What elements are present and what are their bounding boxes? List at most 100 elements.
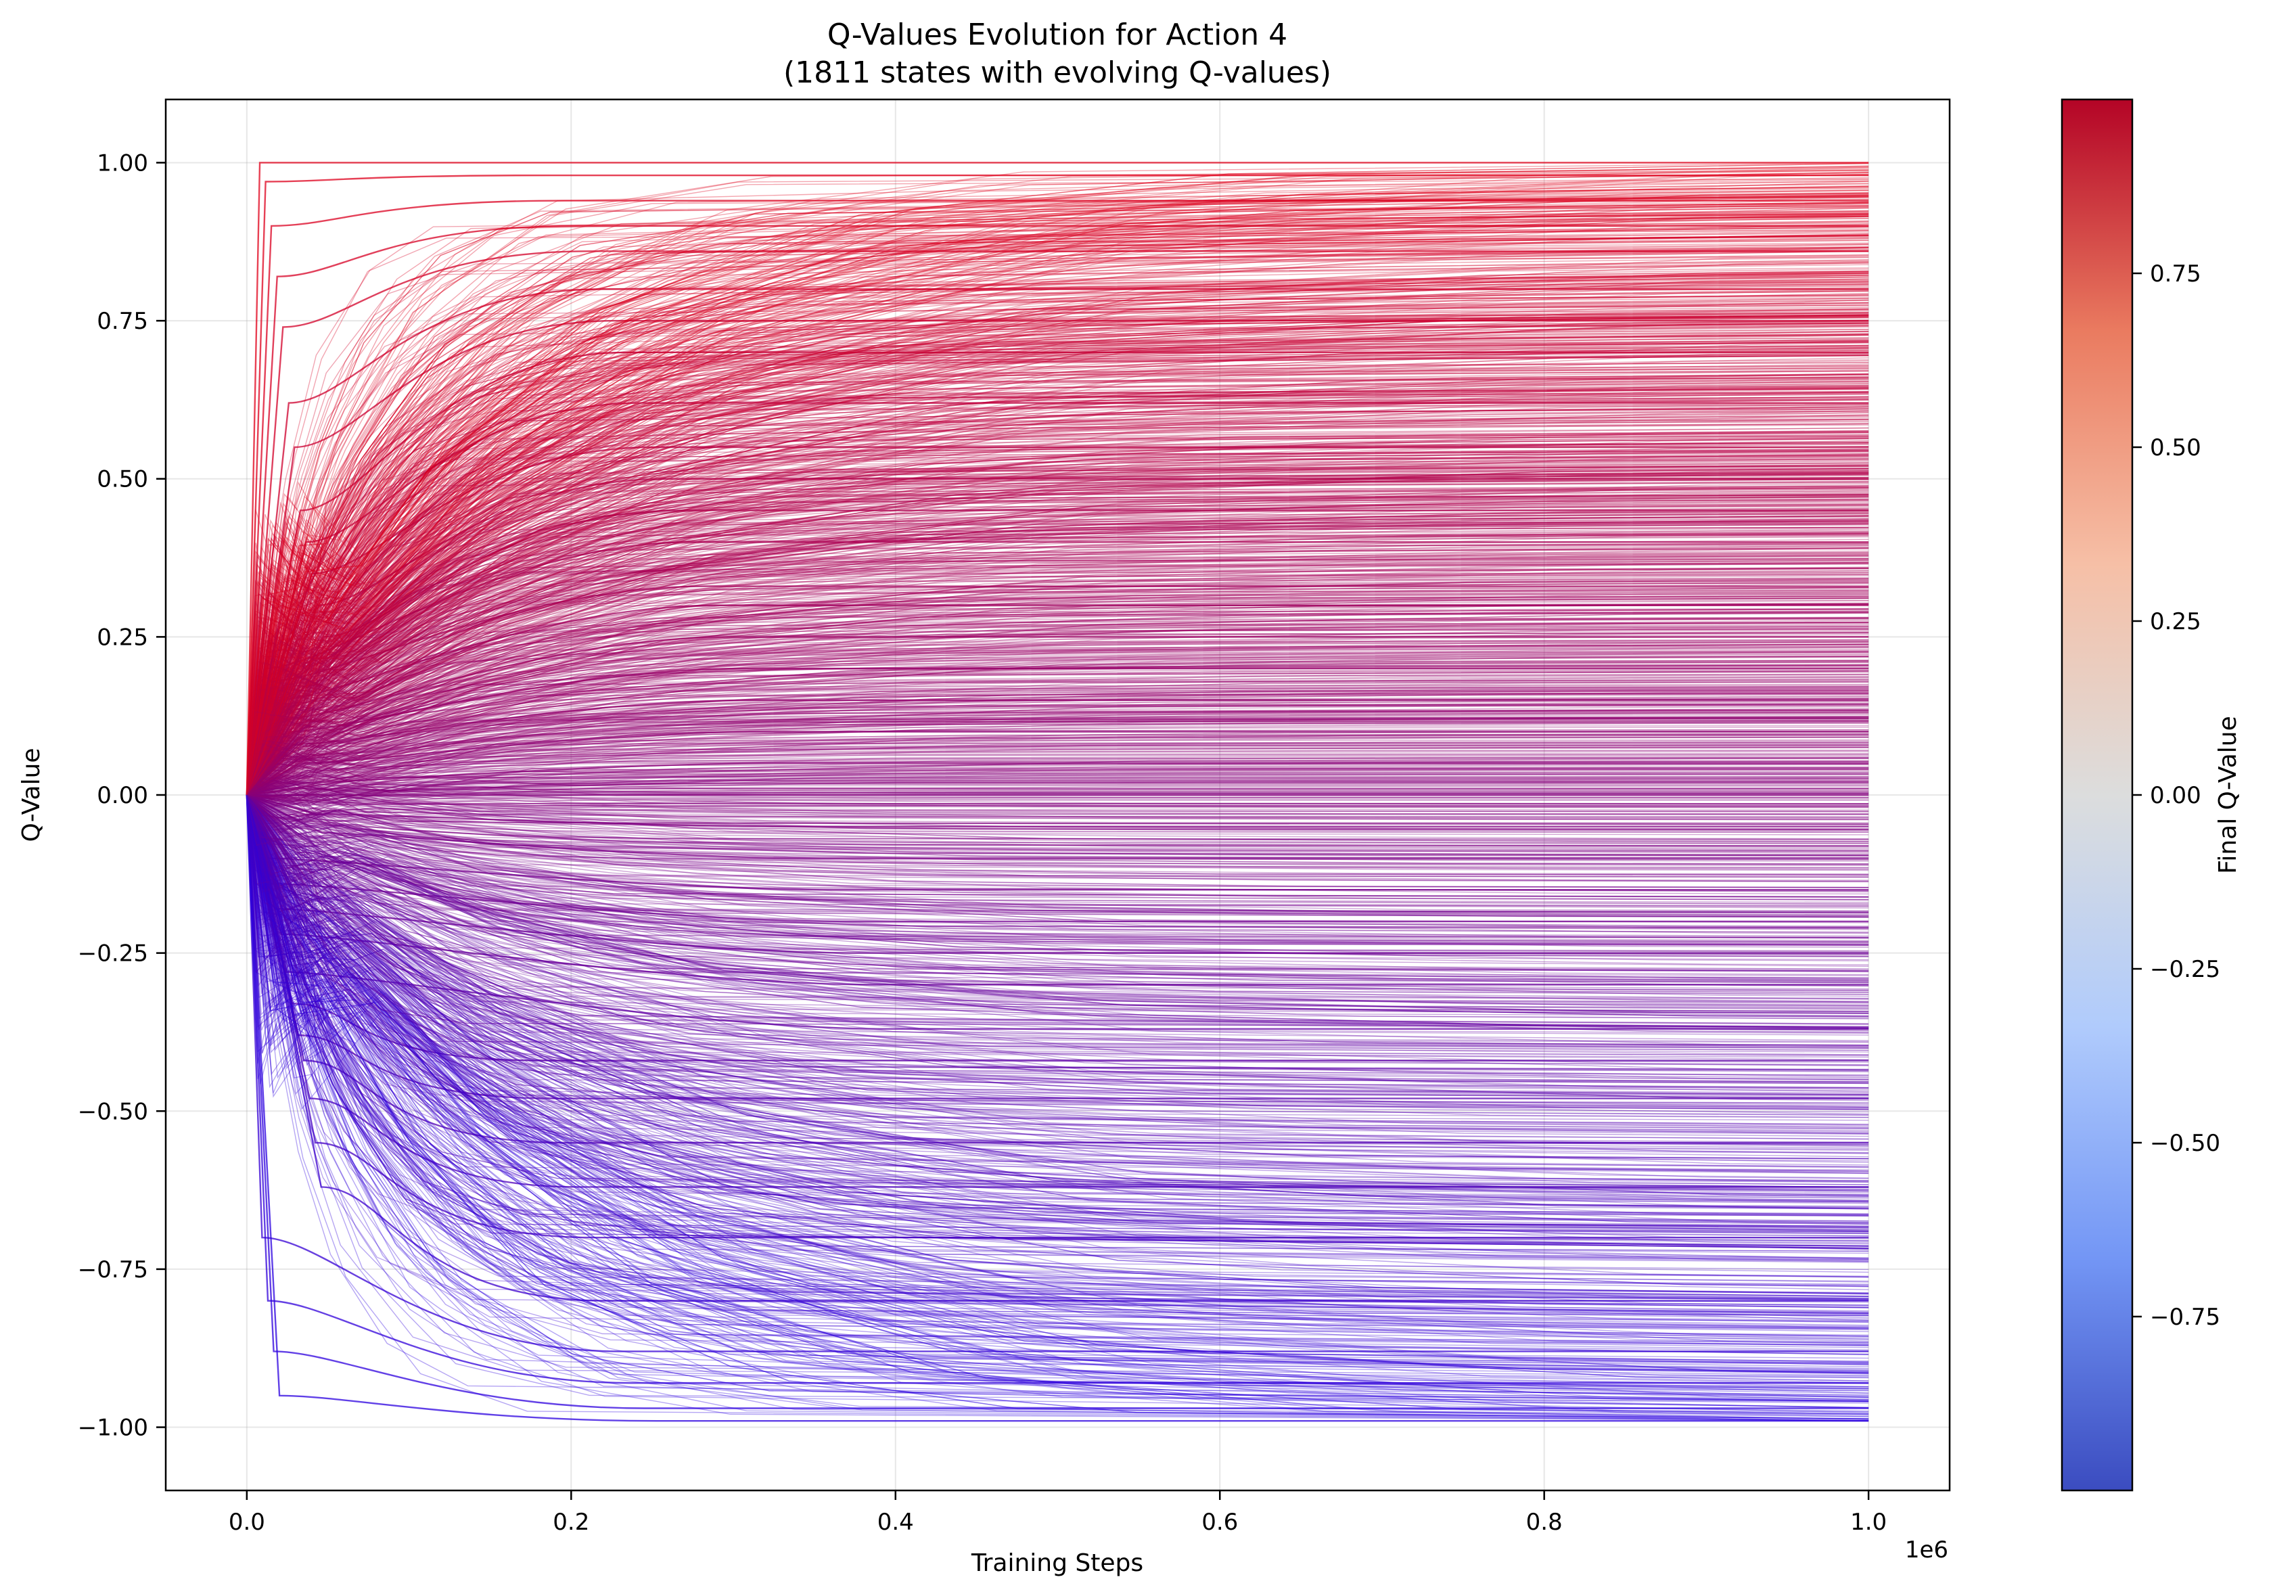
- state-line: [246, 794, 1869, 1183]
- state-line: [246, 594, 1869, 796]
- state-line: [246, 794, 1869, 1032]
- state-line: [246, 794, 1869, 1283]
- state-line: [246, 527, 1869, 796]
- state-line: [246, 794, 1869, 1259]
- state-line: [246, 493, 1869, 796]
- state-line: [246, 794, 1869, 829]
- state-line: [246, 664, 1869, 796]
- state-line: [246, 794, 1869, 957]
- state-line: [246, 421, 1869, 796]
- state-line: [246, 505, 1869, 796]
- state-line: [246, 794, 1869, 1197]
- state-line: [246, 470, 1869, 796]
- state-line: [246, 794, 1869, 882]
- state-line: [246, 652, 1869, 796]
- state-line: [246, 329, 1869, 796]
- state-line: [246, 794, 1869, 1080]
- state-line: [246, 794, 1869, 857]
- state-line: [246, 462, 1869, 796]
- state-line: [246, 473, 1869, 796]
- state-line: [246, 629, 1869, 796]
- state-line: [246, 560, 1869, 796]
- state-line: [246, 720, 1869, 796]
- state-line: [246, 344, 1869, 796]
- state-line: [246, 794, 1869, 1222]
- state-line: [246, 794, 1869, 1134]
- state-line: [246, 279, 1869, 796]
- y-tick-label: −1.00: [78, 1415, 148, 1442]
- state-line: [246, 794, 1869, 1390]
- state-line: [246, 772, 1869, 796]
- state-line: [246, 641, 1869, 796]
- state-line: [246, 558, 1869, 796]
- state-line: [246, 560, 1869, 796]
- state-line: [246, 794, 1869, 1090]
- state-line: [246, 162, 1869, 796]
- state-line: [246, 794, 1869, 972]
- state-line: [246, 344, 1869, 796]
- state-line: [246, 794, 1869, 1421]
- state-line: [246, 794, 1869, 1232]
- state-line: [246, 454, 1869, 796]
- state-line: [246, 671, 1869, 796]
- state-line: [246, 794, 1869, 1049]
- state-line: [246, 543, 1869, 796]
- state-line: [246, 626, 1869, 796]
- state-line: [246, 221, 1869, 796]
- state-line: [246, 218, 1869, 796]
- state-line: [246, 646, 1869, 796]
- state-line: [246, 436, 1869, 796]
- state-line: [246, 794, 1869, 1179]
- state-line: [246, 794, 1869, 1398]
- state-line: [246, 794, 1869, 1028]
- state-line: [246, 294, 1869, 796]
- state-line: [246, 760, 1869, 796]
- state-line: [246, 235, 1869, 796]
- state-line: [246, 567, 1869, 796]
- state-line: [246, 746, 1869, 796]
- state-line: [246, 386, 1869, 796]
- y-tick-label: 0.00: [97, 782, 148, 809]
- state-line: [246, 698, 1869, 796]
- state-line: [246, 302, 1869, 796]
- state-line: [246, 499, 1869, 796]
- state-line: [246, 716, 1869, 796]
- state-line: [246, 794, 1869, 1103]
- state-line: [246, 283, 1869, 796]
- state-line: [246, 478, 1869, 796]
- state-line: [246, 292, 1869, 796]
- state-line: [246, 794, 1869, 917]
- state-line: [246, 213, 1869, 796]
- state-line: [246, 781, 1869, 798]
- series-line: [246, 794, 1869, 1099]
- state-line: [246, 783, 1869, 804]
- state-line: [246, 794, 1869, 1208]
- state-line: [246, 794, 1869, 1225]
- state-line: [246, 455, 1869, 796]
- state-line: [246, 794, 1869, 831]
- state-line: [246, 794, 1869, 1181]
- state-line: [246, 520, 1869, 796]
- state-line: [246, 794, 1869, 1190]
- state-line: [246, 794, 1869, 1095]
- state-line: [246, 675, 1869, 796]
- state-line: [246, 794, 1869, 1315]
- state-line: [246, 794, 1869, 1237]
- state-line: [246, 166, 1869, 796]
- state-line: [246, 794, 1869, 1030]
- state-line: [246, 794, 1869, 972]
- state-line: [246, 678, 1869, 796]
- y-axis: 1.000.750.500.250.00−0.25−0.50−0.75−1.00: [78, 150, 166, 1442]
- state-line: [246, 794, 1869, 1249]
- state-line: [246, 474, 1869, 796]
- state-line: [246, 794, 1869, 1231]
- state-line: [246, 702, 1869, 796]
- state-line: [246, 794, 1869, 1229]
- state-line: [246, 197, 1869, 796]
- state-line: [246, 794, 1869, 1234]
- state-line: [246, 794, 1869, 1225]
- state-line: [246, 508, 1869, 796]
- state-line: [246, 455, 1869, 796]
- state-line: [246, 794, 1869, 1083]
- state-line: [246, 412, 1869, 796]
